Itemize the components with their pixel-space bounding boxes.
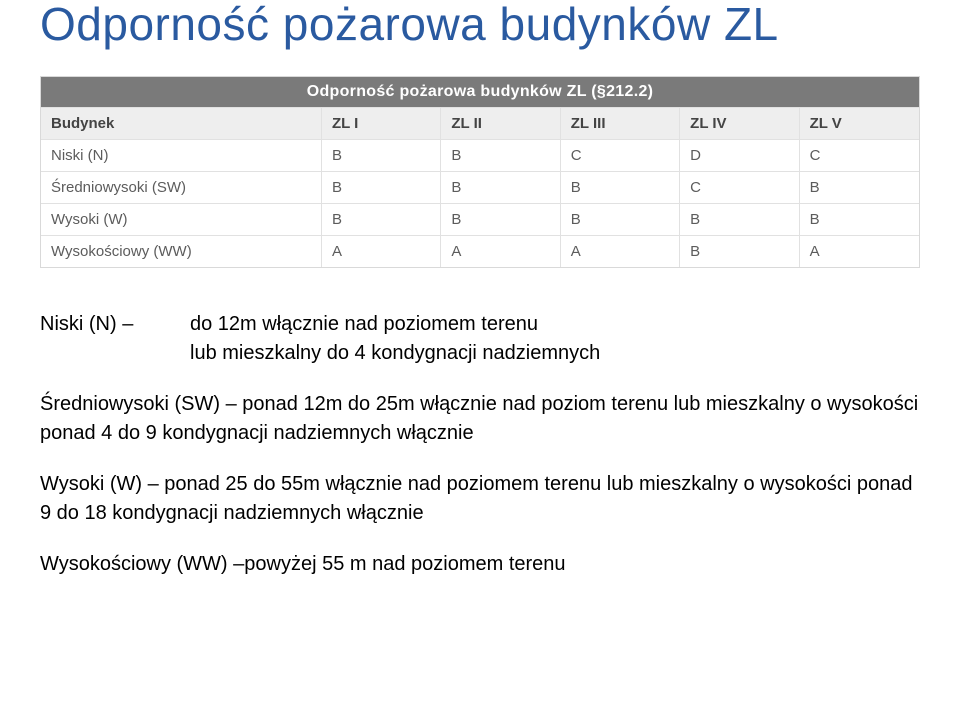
def-label: Niski (N) – bbox=[40, 310, 190, 339]
table-cell: B bbox=[561, 204, 680, 235]
row-label: Wysokościowy (WW) bbox=[41, 236, 322, 267]
table-cell: B bbox=[800, 172, 919, 203]
table-cell: A bbox=[800, 236, 919, 267]
table-row: Niski (N) B B C D C bbox=[41, 139, 919, 171]
def-wysoki: Wysoki (W) – ponad 25 do 55m włącznie na… bbox=[40, 470, 920, 528]
table-header-row: Budynek ZL I ZL II ZL III ZL IV ZL V bbox=[41, 107, 919, 139]
table-cell: C bbox=[561, 140, 680, 171]
page-title: Odporność pożarowa budynków ZL bbox=[0, 0, 920, 48]
table-cell: A bbox=[441, 236, 560, 267]
row-label: Wysoki (W) bbox=[41, 204, 322, 235]
table-cell: B bbox=[322, 140, 441, 171]
table-row: Średniowysoki (SW) B B B C B bbox=[41, 171, 919, 203]
table-cell: A bbox=[322, 236, 441, 267]
table-cell: B bbox=[680, 204, 799, 235]
table-cell: B bbox=[800, 204, 919, 235]
row-label: Niski (N) bbox=[41, 140, 322, 171]
def-sredniowysoki: Średniowysoki (SW) – ponad 12m do 25m wł… bbox=[40, 390, 920, 448]
table-cell: C bbox=[680, 172, 799, 203]
fire-resistance-table: Odporność pożarowa budynków ZL (§212.2) … bbox=[40, 76, 920, 268]
def-text: lub mieszkalny do 4 kondygnacji nadziemn… bbox=[40, 339, 920, 368]
table-cell: B bbox=[322, 204, 441, 235]
table-cell: B bbox=[561, 172, 680, 203]
col-header: ZL I bbox=[322, 108, 441, 139]
table-cell: B bbox=[322, 172, 441, 203]
def-niski: Niski (N) – do 12m włącznie nad poziomem… bbox=[40, 310, 920, 368]
table-cell: A bbox=[561, 236, 680, 267]
table-cell: C bbox=[800, 140, 919, 171]
def-wysokosciowy: Wysokościowy (WW) –powyżej 55 m nad pozi… bbox=[40, 550, 920, 579]
table-caption: Odporność pożarowa budynków ZL (§212.2) bbox=[41, 77, 919, 107]
table-row: Wysoki (W) B B B B B bbox=[41, 203, 919, 235]
table-cell: B bbox=[680, 236, 799, 267]
table-cell: B bbox=[441, 204, 560, 235]
table-cell: D bbox=[680, 140, 799, 171]
col-header: Budynek bbox=[41, 108, 322, 139]
table-cell: B bbox=[441, 140, 560, 171]
table-cell: B bbox=[441, 172, 560, 203]
col-header: ZL V bbox=[800, 108, 919, 139]
col-header: ZL II bbox=[441, 108, 560, 139]
definitions-block: Niski (N) – do 12m włącznie nad poziomem… bbox=[40, 310, 920, 579]
table-row: Wysokościowy (WW) A A A B A bbox=[41, 235, 919, 267]
row-label: Średniowysoki (SW) bbox=[41, 172, 322, 203]
def-text: do 12m włącznie nad poziomem terenu bbox=[190, 310, 538, 339]
col-header: ZL IV bbox=[680, 108, 799, 139]
slide: Odporność pożarowa budynków ZL Odporność… bbox=[0, 0, 960, 719]
col-header: ZL III bbox=[561, 108, 680, 139]
